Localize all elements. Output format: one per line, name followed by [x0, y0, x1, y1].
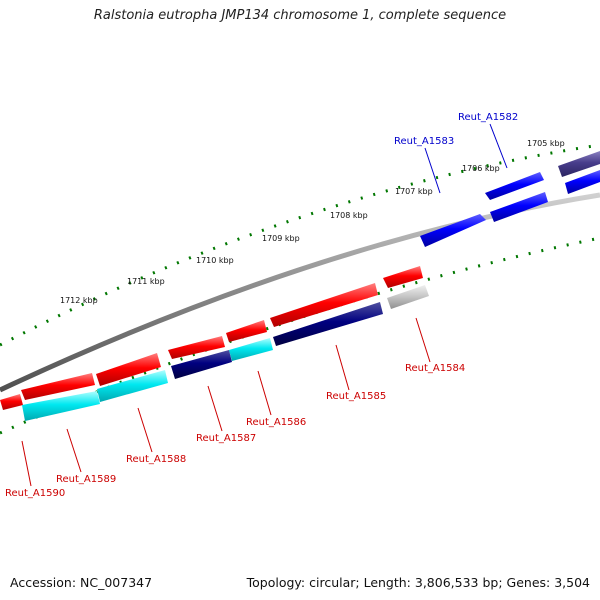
leader-1582 — [489, 123, 508, 169]
leader-1583 — [424, 147, 441, 194]
cog-bar-1587 — [171, 350, 232, 379]
gene-arrow-reut-a1588[interactable] — [96, 353, 161, 386]
gene-arrow-reut-a1589[interactable] — [21, 373, 95, 400]
gene-arrow-reut-a1583[interactable] — [420, 214, 486, 247]
tick-label-1706: 1706 kbp — [462, 164, 500, 173]
leader-1585 — [335, 344, 350, 391]
gene-arrow-reut-a1582-extra[interactable] — [558, 151, 600, 177]
gene-labels: Reut_A1582 Reut_A1583 Reut_A1584 Reut_A1… — [5, 112, 518, 499]
leader-1586 — [257, 370, 272, 416]
tick-label-1710: 1710 kbp — [196, 256, 234, 265]
gene-arrow-reut-a1586[interactable] — [226, 320, 267, 342]
gene-label-reut-a1588[interactable]: Reut_A1588 — [126, 454, 186, 465]
gene-label-reut-a1587[interactable]: Reut_A1587 — [196, 433, 256, 444]
tick-label-1708: 1708 kbp — [330, 211, 368, 220]
cog-bar-1582 — [490, 192, 548, 222]
cog-color-row — [22, 170, 600, 421]
tick-label-1712: 1712 kbp — [60, 296, 98, 305]
forward-strand-genes — [0, 151, 600, 410]
gene-label-reut-a1586[interactable]: Reut_A1586 — [246, 417, 306, 428]
tick-label-1711: 1711 kbp — [127, 277, 165, 286]
gene-arrow-reut-a1584[interactable] — [383, 266, 423, 288]
tick-label-1705: 1705 kbp — [527, 139, 565, 148]
leader-1590 — [21, 440, 32, 487]
gene-arrow-reut-a1587[interactable] — [168, 336, 225, 359]
gene-arrow-reut-a1585[interactable] — [270, 283, 378, 327]
cog-bar-1586 — [229, 338, 273, 361]
tick-label-1709: 1709 kbp — [262, 234, 300, 243]
label-leader-lines — [21, 123, 508, 487]
tick-label-1707: 1707 kbp — [395, 187, 433, 196]
leader-1588 — [137, 407, 153, 453]
accession-text: Accession: NC_007347 — [10, 575, 153, 590]
cog-bar-1588 — [97, 370, 168, 402]
kbp-tick-labels: 1712 kbp 1711 kbp 1710 kbp 1709 kbp 1708… — [60, 139, 565, 305]
gene-label-reut-a1589[interactable]: Reut_A1589 — [56, 474, 116, 485]
gene-label-reut-a1590[interactable]: Reut_A1590 — [5, 488, 65, 499]
cog-bar-1589 — [22, 391, 100, 421]
map-title: Ralstonia eutropha JMP134 chromosome 1, … — [93, 8, 507, 23]
gene-label-reut-a1585[interactable]: Reut_A1585 — [326, 391, 386, 402]
cog-bar-1584 — [387, 285, 429, 309]
gene-label-reut-a1582[interactable]: Reut_A1582 — [458, 112, 518, 123]
outer-tick-ring — [0, 143, 600, 347]
leader-1584 — [415, 317, 431, 363]
gene-arrow-reut-a1590[interactable] — [0, 394, 23, 410]
gene-label-reut-a1584[interactable]: Reut_A1584 — [405, 363, 465, 374]
leader-1587 — [207, 385, 223, 432]
cog-bar-1585 — [273, 302, 383, 346]
gene-arrow-reut-a1582[interactable] — [485, 172, 544, 200]
leader-1589 — [66, 428, 82, 473]
cog-bar-extra — [565, 170, 600, 194]
chromosome-backbone — [0, 192, 600, 393]
genome-summary-text: Topology: circular; Length: 3,806,533 bp… — [246, 575, 590, 590]
gene-label-reut-a1583[interactable]: Reut_A1583 — [394, 136, 454, 147]
